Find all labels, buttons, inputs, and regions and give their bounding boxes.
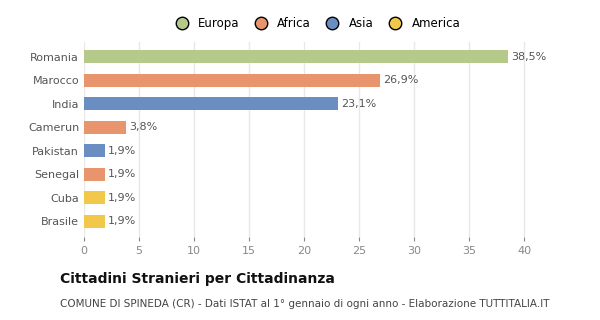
- Text: 23,1%: 23,1%: [341, 99, 377, 109]
- Text: 3,8%: 3,8%: [129, 123, 157, 132]
- Bar: [84, 191, 105, 204]
- Text: Cittadini Stranieri per Cittadinanza: Cittadini Stranieri per Cittadinanza: [60, 272, 335, 286]
- Bar: [84, 98, 338, 110]
- Text: COMUNE DI SPINEDA (CR) - Dati ISTAT al 1° gennaio di ogni anno - Elaborazione TU: COMUNE DI SPINEDA (CR) - Dati ISTAT al 1…: [60, 299, 550, 309]
- Bar: [84, 121, 126, 134]
- Bar: [84, 74, 380, 87]
- Text: 1,9%: 1,9%: [108, 146, 136, 156]
- Legend: Europa, Africa, Asia, America: Europa, Africa, Asia, America: [165, 12, 465, 35]
- Bar: [84, 145, 105, 157]
- Text: 1,9%: 1,9%: [108, 193, 136, 203]
- Text: 1,9%: 1,9%: [108, 170, 136, 180]
- Text: 1,9%: 1,9%: [108, 216, 136, 227]
- Text: 38,5%: 38,5%: [511, 52, 546, 62]
- Bar: [84, 168, 105, 181]
- Bar: [84, 51, 508, 63]
- Bar: [84, 215, 105, 228]
- Text: 26,9%: 26,9%: [383, 76, 419, 85]
